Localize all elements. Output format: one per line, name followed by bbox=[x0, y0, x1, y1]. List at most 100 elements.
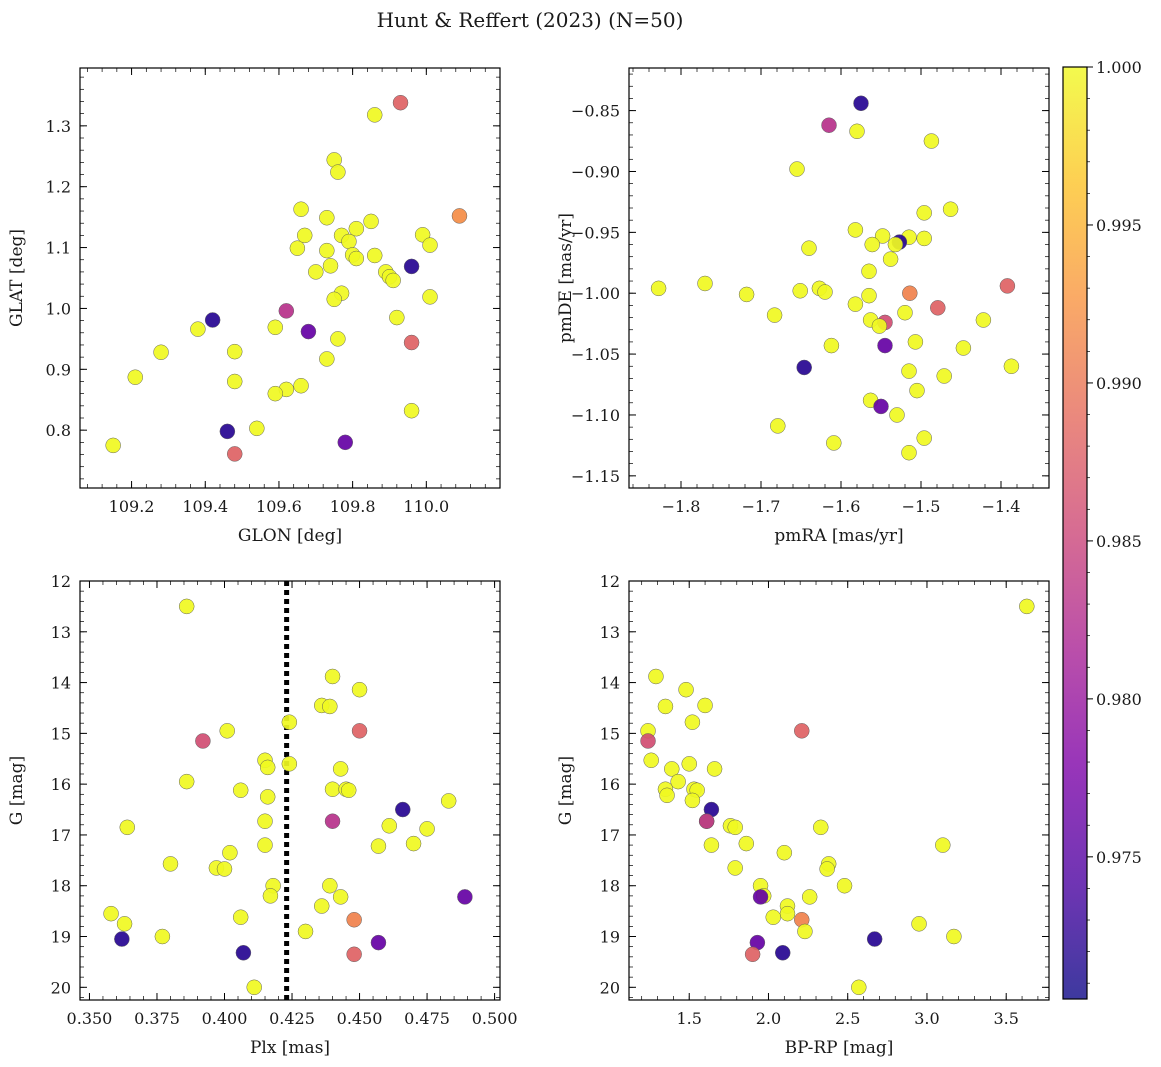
x-tick-label: 109.2 bbox=[109, 497, 155, 516]
scatter-point bbox=[351, 681, 368, 698]
scatter-point bbox=[337, 434, 354, 451]
scatter-point bbox=[219, 423, 236, 440]
y-tick-label: 15 bbox=[600, 724, 620, 743]
scatter-point bbox=[1003, 358, 1020, 375]
scatter-point bbox=[678, 681, 694, 698]
scatter-point bbox=[195, 733, 211, 749]
scatter-point bbox=[103, 905, 119, 922]
scatter-point bbox=[330, 164, 346, 180]
scatter-point bbox=[697, 275, 713, 292]
subplot-4: 1.5 2.0 2.5 3.0 3.5 12 13 14 15 16 17 18 19 20 BP-RP [… bbox=[556, 572, 1050, 1058]
scatter-point bbox=[801, 240, 817, 256]
x-axis-label: pmRA [mas/yr] bbox=[774, 526, 903, 546]
x-tick-label: 0.400 bbox=[202, 1009, 248, 1028]
y-tick-label: 1.1 bbox=[46, 239, 71, 258]
y-tick-label: −0.95 bbox=[571, 223, 620, 242]
y-axis-label: pmDE [mas/yr] bbox=[556, 213, 576, 343]
scatter-point bbox=[770, 418, 786, 434]
scatter-point bbox=[864, 236, 880, 253]
scatter-point bbox=[281, 756, 298, 772]
subplot-3: 0.350 0.375 0.400 0.425 0.450 0.475 0.500 12 13 1… bbox=[7, 572, 518, 1058]
subplots: 109.2 109.4 109.6 109.8 110.0 0.8 0.9 1.0 1.1 1.2… bbox=[7, 67, 1050, 1058]
y-tick-label: 14 bbox=[600, 674, 620, 693]
scatter-point bbox=[752, 889, 769, 905]
colorbar: 0.975 0.980 0.985 0.990 0.995 1.000 bbox=[1062, 58, 1142, 1000]
scatter-point bbox=[727, 819, 743, 836]
colorbar-tick-label: 1.000 bbox=[1096, 58, 1142, 77]
colorbar-gradient bbox=[1063, 67, 1087, 999]
scatter-point bbox=[975, 312, 992, 328]
scatter-point bbox=[370, 934, 387, 951]
scatter-point bbox=[902, 285, 918, 301]
y-tick-label: 16 bbox=[600, 775, 620, 794]
scatter-point bbox=[351, 723, 368, 739]
scatter-point bbox=[826, 435, 842, 451]
scatter-point bbox=[640, 733, 656, 749]
scatter-point bbox=[403, 258, 420, 275]
axes-frame bbox=[79, 67, 501, 489]
scatter-point bbox=[936, 368, 952, 384]
scatter-point bbox=[392, 94, 409, 111]
scatter-point bbox=[419, 821, 435, 837]
scatter-point bbox=[657, 698, 674, 715]
scatter-point bbox=[882, 251, 899, 267]
y-axis-label: G [mag] bbox=[556, 756, 576, 825]
y-tick-label: 15 bbox=[51, 724, 71, 743]
scatter-point bbox=[796, 359, 812, 376]
scatter-point bbox=[332, 889, 349, 905]
scatter-point bbox=[366, 247, 383, 264]
scatter-point bbox=[114, 931, 130, 947]
y-tick-label: 13 bbox=[600, 623, 620, 642]
x-tick-label: 0.500 bbox=[472, 1009, 518, 1028]
scatter-point bbox=[190, 321, 206, 337]
scatter-point bbox=[226, 343, 243, 360]
scatter-point bbox=[648, 668, 664, 685]
scatter-point bbox=[154, 928, 171, 945]
scatter-point bbox=[262, 888, 279, 904]
scatter-point bbox=[370, 838, 387, 854]
scatter-point bbox=[422, 237, 438, 253]
scatter-point bbox=[178, 598, 195, 615]
scatter-point bbox=[766, 307, 783, 323]
scatter-point bbox=[670, 773, 686, 790]
scatter-point bbox=[664, 761, 680, 777]
scatter-point bbox=[363, 213, 379, 230]
scatter-point bbox=[322, 698, 338, 715]
scatter-point bbox=[744, 946, 761, 963]
scatter-point bbox=[278, 303, 295, 319]
scatter-point bbox=[162, 856, 179, 872]
scatter-point bbox=[346, 946, 362, 963]
scatter-point bbox=[403, 402, 420, 419]
scatter-point bbox=[348, 220, 365, 237]
y-tick-label: 17 bbox=[51, 826, 71, 845]
x-tick-label: 109.6 bbox=[256, 497, 302, 516]
scatter-point bbox=[916, 230, 932, 247]
scatter-point bbox=[871, 318, 888, 334]
scatter-point bbox=[916, 430, 932, 446]
scatter-point bbox=[727, 860, 743, 876]
scatter-point bbox=[116, 916, 133, 932]
colorbar-frame bbox=[1062, 66, 1088, 1000]
colorbar-tick-label: 0.995 bbox=[1096, 216, 1142, 235]
scatter-point bbox=[127, 369, 144, 385]
scatter-point bbox=[389, 309, 405, 326]
x-tick-label: 0.450 bbox=[337, 1009, 383, 1028]
scatter-point bbox=[105, 437, 121, 454]
scatter-point bbox=[178, 773, 195, 790]
scatter-point bbox=[861, 263, 877, 280]
y-tick-label: 17 bbox=[600, 826, 620, 845]
scatter-point bbox=[319, 351, 335, 367]
scatter-point bbox=[296, 227, 313, 244]
scatter-point bbox=[281, 714, 298, 730]
scatter-point bbox=[650, 280, 667, 297]
y-tick-label: 18 bbox=[600, 877, 620, 896]
x-tick-label: −1.5 bbox=[902, 497, 941, 516]
scatter-point bbox=[403, 334, 420, 351]
scatter-point bbox=[817, 284, 833, 300]
scatter-point bbox=[819, 861, 835, 877]
scatter-point bbox=[706, 761, 723, 777]
x-tick-label: −1.7 bbox=[742, 497, 781, 516]
scatter-point bbox=[849, 123, 865, 140]
scatter-point bbox=[887, 236, 904, 253]
